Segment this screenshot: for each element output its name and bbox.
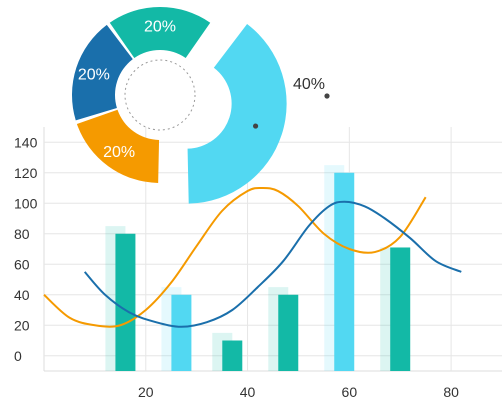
bar [278,294,299,371]
slice-label: 20% [103,144,135,161]
y-tick-label: 80 [14,226,30,242]
y-tick-label: 120 [14,165,38,181]
y-tick-label: 60 [14,256,30,272]
donut-slice [187,23,287,204]
slice-marker [324,93,330,99]
donut-slice [76,109,160,183]
series-line [83,200,462,328]
y-tick-label: 0 [14,348,22,364]
x-tick-label: 20 [138,384,154,400]
bar [171,294,192,371]
donut-chart: 20% 40% 20% 20% [72,6,330,204]
bar [390,247,411,371]
bar [115,233,136,371]
series-line [43,186,427,328]
donut-slice [109,6,211,59]
x-tick-label: 40 [240,384,256,400]
bar [222,340,243,371]
axis-ticks: 0 20 40 60 80 100 120 140 20 40 60 80 [14,134,459,400]
line-series [43,186,462,328]
slice-label: 20% [144,19,176,36]
slice-marker [252,123,259,129]
bar [334,172,355,371]
donut-slice [72,24,133,121]
x-tick-label: 80 [443,384,459,400]
y-tick-label: 40 [14,287,30,303]
x-tick-label: 60 [342,384,358,400]
slice-label: 40% [293,76,325,93]
y-tick-label: 20 [14,317,30,333]
donut-inner-ring [124,59,196,131]
slice-label: 20% [78,67,110,84]
y-tick-label: 100 [14,195,38,211]
bars [105,165,411,371]
y-tick-label: 140 [14,134,38,150]
